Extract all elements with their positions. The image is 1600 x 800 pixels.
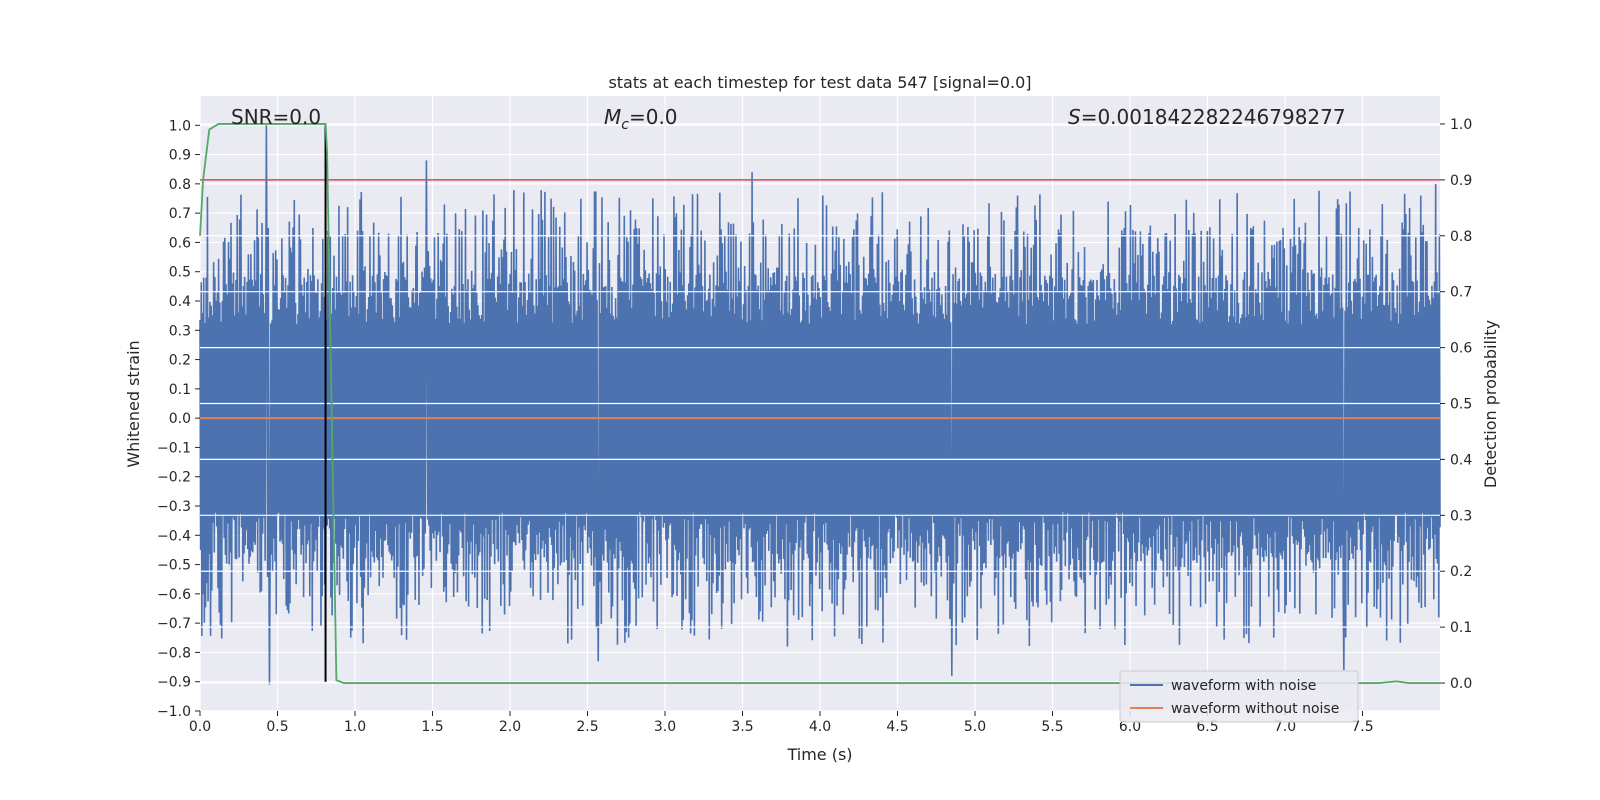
- s-value: =0.001842282246798277: [1081, 105, 1346, 129]
- y-tick-label: −0.5: [157, 558, 191, 574]
- y-axis-right: 1.0 0.9 0.8 0.7 0.6 0.5 0.4 0.3 0.2 0.1 0.0: [1440, 117, 1472, 692]
- chirp-mass-symbol: M: [604, 105, 621, 129]
- y-tick-label: −0.1: [157, 440, 191, 456]
- y-tick-label: −0.2: [157, 470, 191, 486]
- x-tick-label: 3.0: [654, 719, 676, 735]
- legend: waveform with noise waveform without noi…: [1119, 670, 1359, 723]
- x-axis-label: Time (s): [786, 745, 852, 764]
- y-tick-label: 0.0: [169, 411, 191, 427]
- x-tick-label: 3.5: [731, 719, 753, 735]
- y2-tick-label: 0.6: [1450, 341, 1472, 357]
- y-tick-label: −0.4: [157, 528, 191, 544]
- chart-title: stats at each timestep for test data 547…: [608, 73, 1031, 92]
- y-tick-label: −0.8: [157, 645, 191, 661]
- y2-tick-label: 0.5: [1450, 397, 1472, 413]
- y-tick-label: 0.5: [169, 265, 191, 281]
- y2-tick-label: 0.7: [1450, 285, 1472, 301]
- x-tick-label: 0.5: [266, 719, 288, 735]
- y-tick-label: 0.9: [169, 148, 191, 164]
- x-tick-label: 0.0: [189, 719, 211, 735]
- y-tick-label: 0.7: [169, 206, 191, 222]
- y2-tick-label: 1.0: [1450, 117, 1472, 133]
- y-tick-label: 0.4: [169, 294, 191, 310]
- y-tick-label: 0.8: [169, 177, 191, 193]
- y-tick-label: −0.6: [157, 587, 191, 603]
- series-waveform-with-noise: [199, 125, 1441, 685]
- y-tick-label: 0.6: [169, 235, 191, 251]
- chirp-mass-subscript: c: [621, 117, 629, 133]
- y-tick-label: −0.3: [157, 499, 191, 515]
- s-symbol: S: [1068, 105, 1081, 129]
- x-tick-label: 1.5: [421, 719, 443, 735]
- chirp-mass-value: =0.0: [629, 105, 678, 129]
- snr-annotation: SNR=0.0: [231, 105, 321, 129]
- x-tick-label: 2.5: [576, 719, 598, 735]
- legend-entry-clean: waveform without noise: [1171, 701, 1339, 717]
- legend-entry-noise: waveform with noise: [1171, 678, 1316, 694]
- y-axis-label: Whitened strain: [124, 340, 143, 467]
- x-tick-label: 2.0: [499, 719, 521, 735]
- marks: [199, 123, 1441, 685]
- x-tick-label: 6.5: [1196, 719, 1218, 735]
- y-tick-label: −1.0: [157, 704, 191, 720]
- y-tick-label: 0.1: [169, 382, 191, 398]
- x-tick-label: 4.0: [809, 719, 831, 735]
- y-tick-label: 0.3: [169, 323, 191, 339]
- x-tick-label: 1.0: [344, 719, 366, 735]
- legend-box: [1119, 670, 1359, 723]
- chirp-mass-annotation: Mc=0.0: [604, 105, 678, 133]
- x-tick-label: 6.0: [1119, 719, 1141, 735]
- x-tick-label: 7.5: [1351, 719, 1373, 735]
- y2-tick-label: 0.0: [1450, 676, 1472, 692]
- y2-tick-label: 0.2: [1450, 564, 1472, 580]
- x-tick-label: 5.5: [1041, 719, 1063, 735]
- y-tick-label: 0.2: [169, 353, 191, 369]
- y-tick-label: −0.7: [157, 616, 191, 632]
- y2-tick-label: 0.9: [1450, 173, 1472, 189]
- y2-tick-label: 0.4: [1450, 452, 1472, 468]
- y2-tick-label: 0.3: [1450, 508, 1472, 524]
- y-axis-left: 1.0 0.9 0.8 0.7 0.6 0.5 0.4 0.3 0.2 0.1 0.0 −0.1 −0.…: [157, 118, 200, 720]
- s-annotation: S=0.001842282246798277: [1068, 105, 1346, 129]
- x-tick-label: 7.0: [1274, 719, 1296, 735]
- y-tick-label: 1.0: [169, 118, 191, 134]
- x-axis: 0.0 0.5 1.0 1.5 2.0 2.5 3.0 3.5 4.0 4.5 5.0 5.5 6.0 6…: [189, 711, 1374, 735]
- y2-tick-label: 0.8: [1450, 229, 1472, 245]
- y2-axis-label: Detection probability: [1481, 320, 1500, 488]
- x-tick-label: 5.0: [964, 719, 986, 735]
- series-detection-probability: [199, 123, 1440, 684]
- y2-tick-label: 0.1: [1450, 620, 1472, 636]
- x-tick-label: 4.5: [886, 719, 908, 735]
- y-tick-label: −0.9: [157, 675, 191, 691]
